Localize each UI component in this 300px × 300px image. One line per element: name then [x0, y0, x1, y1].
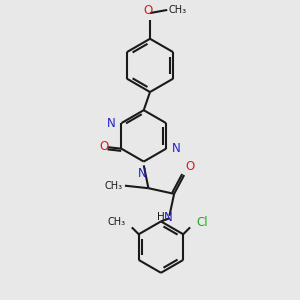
Text: O: O — [99, 140, 108, 153]
Text: CH₃: CH₃ — [105, 181, 123, 191]
Text: N: N — [172, 142, 180, 155]
Text: N: N — [107, 116, 116, 130]
Text: N: N — [138, 167, 147, 180]
Text: H: H — [157, 212, 164, 222]
Text: CH₃: CH₃ — [107, 217, 125, 227]
Text: N: N — [164, 211, 172, 224]
Text: Cl: Cl — [196, 216, 208, 229]
Text: O: O — [186, 160, 195, 173]
Text: CH₃: CH₃ — [169, 5, 187, 15]
Text: O: O — [144, 4, 153, 17]
